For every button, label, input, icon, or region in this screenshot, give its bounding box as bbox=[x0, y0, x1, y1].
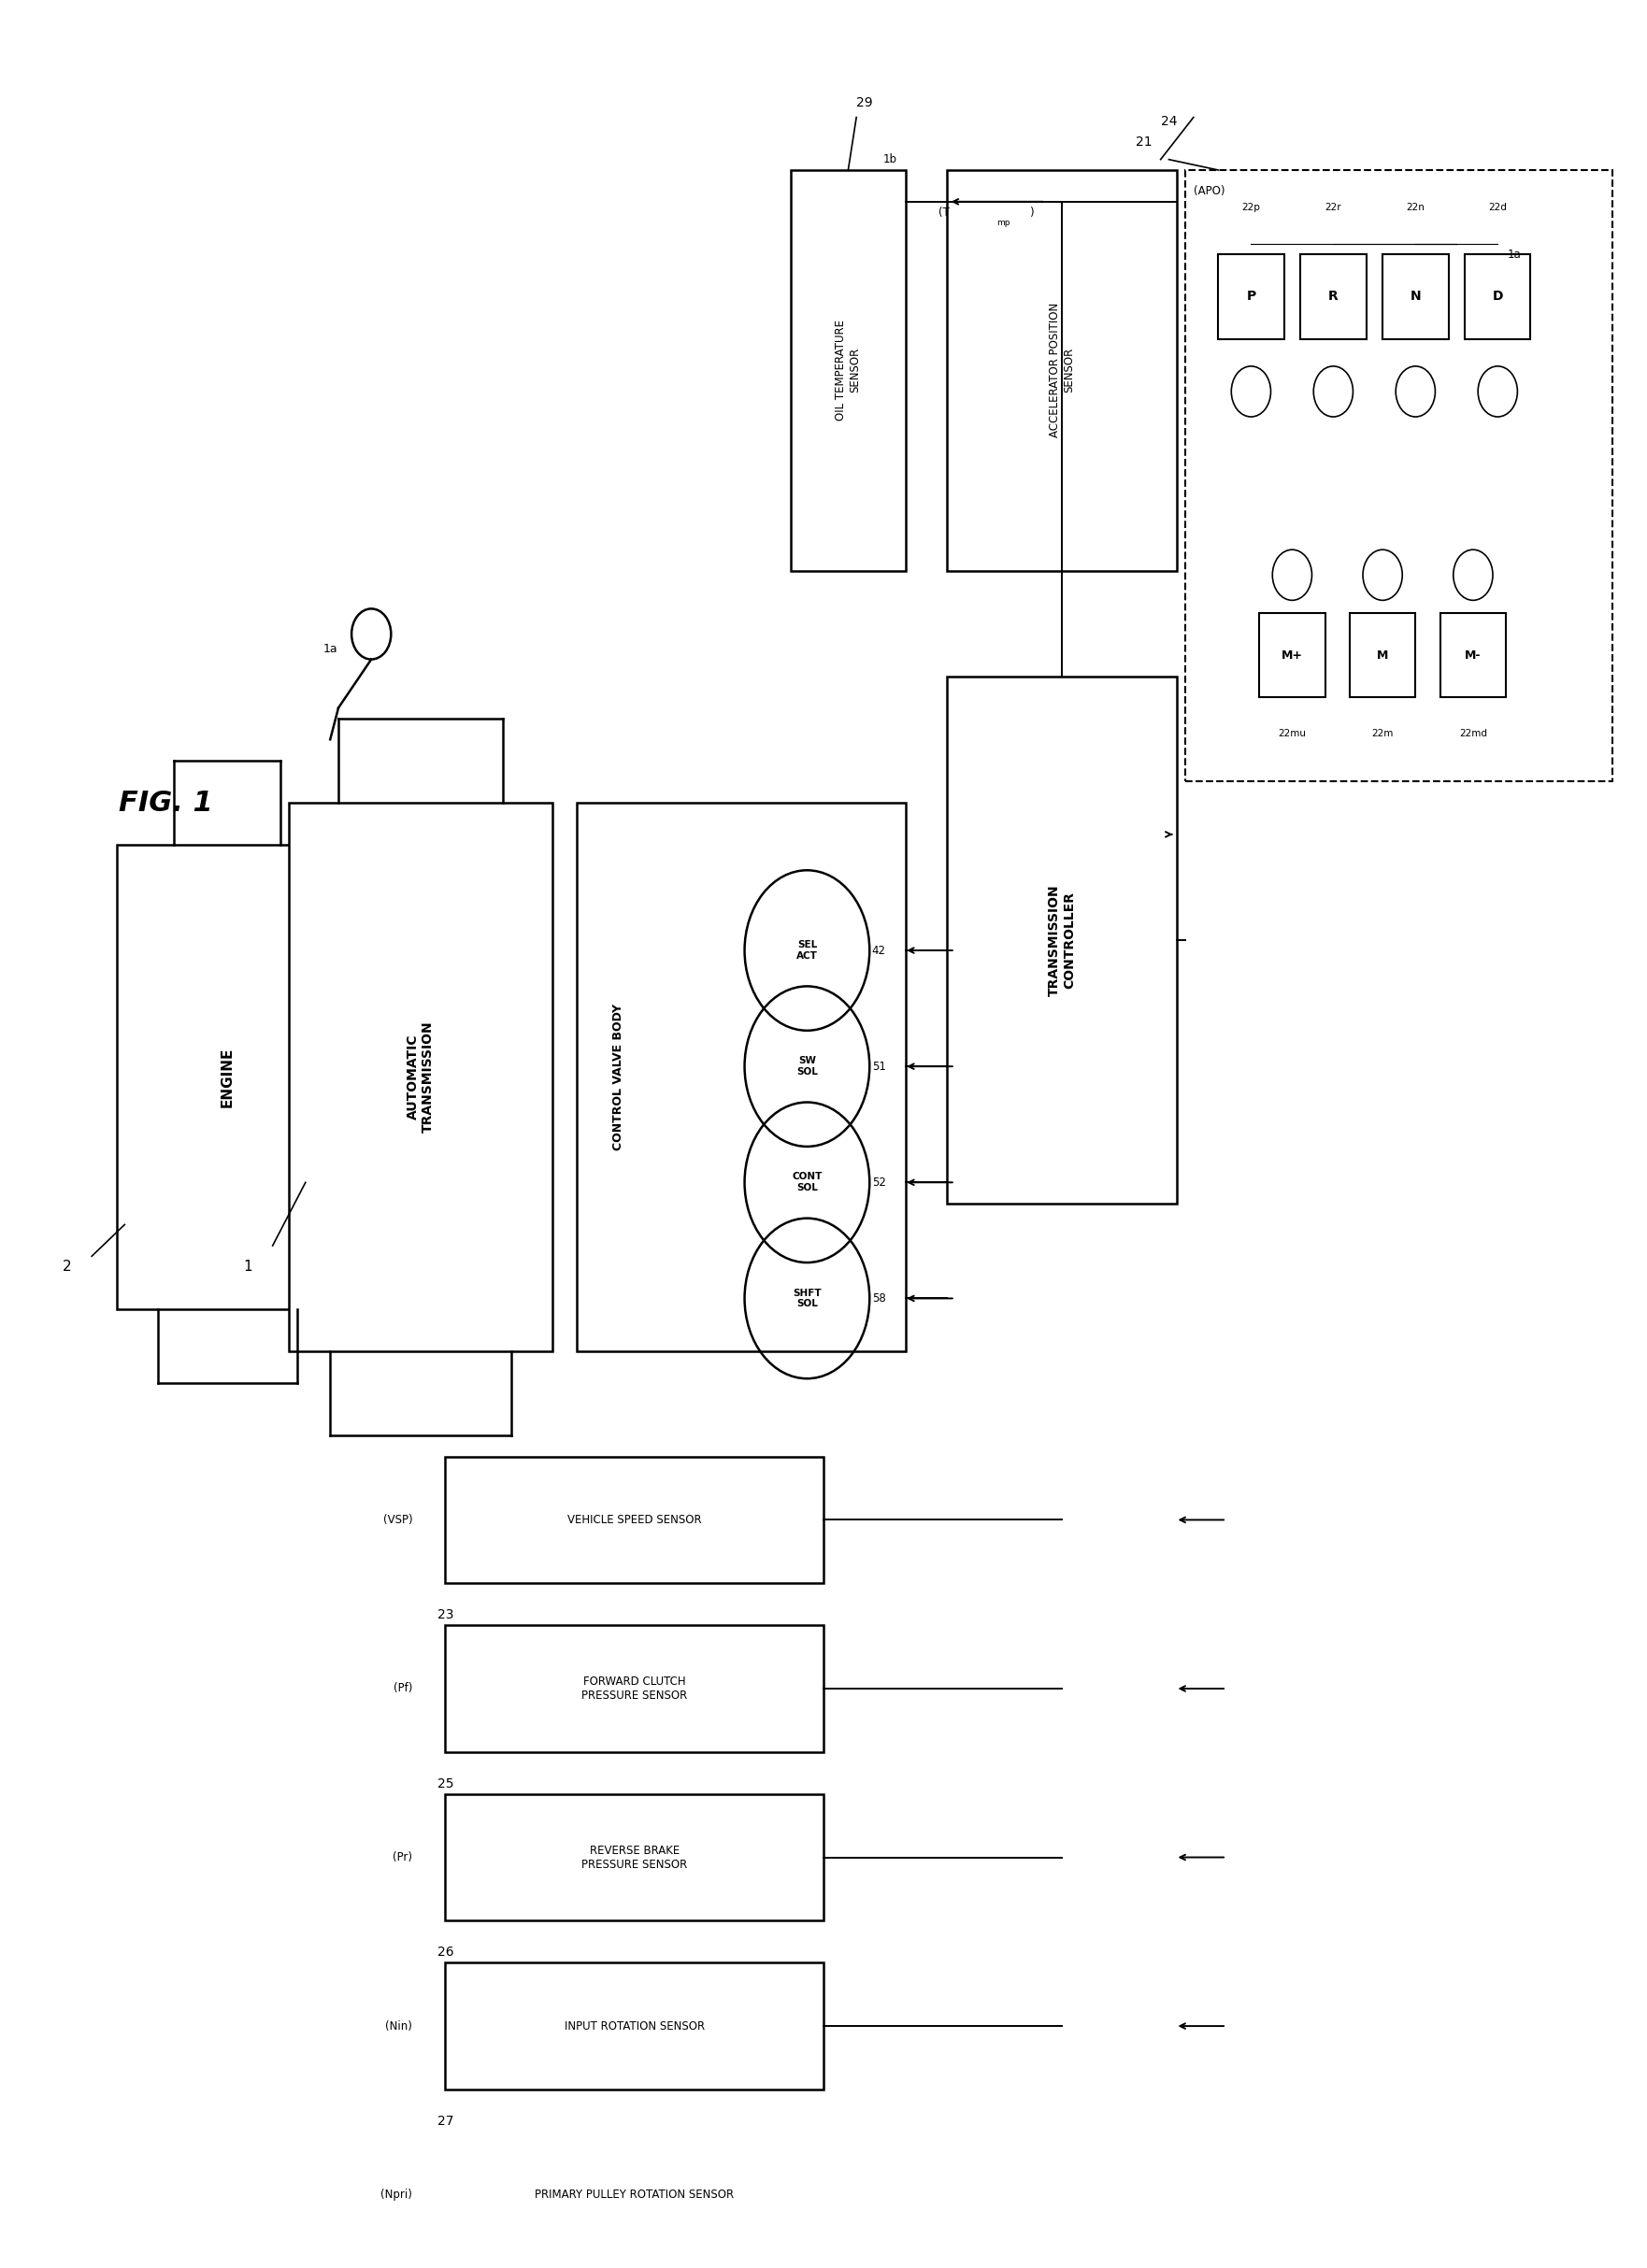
Text: (Npri): (Npri) bbox=[380, 2189, 412, 2200]
Bar bbox=[1260, 612, 1326, 696]
Text: (Nin): (Nin) bbox=[385, 2021, 412, 2032]
Text: 23: 23 bbox=[436, 1608, 453, 1622]
Text: INPUT ROTATION SENSOR: INPUT ROTATION SENSOR bbox=[565, 2021, 705, 2032]
Text: 24: 24 bbox=[1161, 116, 1178, 127]
Bar bbox=[1349, 612, 1415, 696]
Bar bbox=[1186, 170, 1612, 782]
Text: 22r: 22r bbox=[1326, 202, 1342, 213]
Text: 1a: 1a bbox=[1507, 247, 1522, 261]
Text: PRIMARY PULLEY ROTATION SENSOR: PRIMARY PULLEY ROTATION SENSOR bbox=[535, 2189, 735, 2200]
Text: (T: (T bbox=[939, 206, 950, 218]
Text: CONTROL VALVE BODY: CONTROL VALVE BODY bbox=[613, 1005, 624, 1150]
Bar bbox=[445, 1794, 824, 1921]
Bar bbox=[445, 1626, 824, 1751]
Text: OIL TEMPERATURE
SENSOR: OIL TEMPERATURE SENSOR bbox=[835, 320, 861, 422]
Text: 22mu: 22mu bbox=[1278, 728, 1306, 739]
Text: 1a: 1a bbox=[323, 642, 338, 655]
Text: 29: 29 bbox=[856, 98, 873, 109]
Bar bbox=[947, 170, 1178, 572]
Text: 26: 26 bbox=[436, 1946, 453, 1960]
Text: AUTOMATIC
TRANSMISSION: AUTOMATIC TRANSMISSION bbox=[407, 1021, 435, 1132]
Bar bbox=[117, 846, 338, 1309]
Bar bbox=[947, 676, 1178, 1204]
Text: (VSP): (VSP) bbox=[382, 1513, 412, 1526]
Text: M-: M- bbox=[1464, 649, 1481, 662]
Text: 1: 1 bbox=[244, 1259, 252, 1275]
Text: P: P bbox=[1247, 290, 1255, 304]
Bar bbox=[1301, 254, 1365, 338]
Text: ENGINE: ENGINE bbox=[221, 1048, 234, 1107]
Text: SW
SOL: SW SOL bbox=[797, 1057, 819, 1077]
Text: ): ) bbox=[1029, 206, 1033, 218]
Text: FORWARD CLUTCH
PRESSURE SENSOR: FORWARD CLUTCH PRESSURE SENSOR bbox=[581, 1676, 687, 1701]
Text: 1b: 1b bbox=[883, 154, 898, 166]
Text: M+: M+ bbox=[1281, 649, 1303, 662]
Bar bbox=[445, 1456, 824, 1583]
Text: VEHICLE SPEED SENSOR: VEHICLE SPEED SENSOR bbox=[567, 1513, 702, 1526]
Text: FIG. 1: FIG. 1 bbox=[119, 789, 212, 816]
Text: M: M bbox=[1377, 649, 1388, 662]
Text: 52: 52 bbox=[871, 1177, 886, 1188]
Bar bbox=[576, 803, 906, 1352]
Text: 25: 25 bbox=[436, 1778, 453, 1789]
Text: (Pf): (Pf) bbox=[394, 1683, 412, 1694]
Text: TRANSMISSION
CONTROLLER: TRANSMISSION CONTROLLER bbox=[1047, 885, 1075, 996]
Bar bbox=[791, 170, 906, 572]
Text: 22m: 22m bbox=[1372, 728, 1393, 739]
Text: (Pr): (Pr) bbox=[392, 1851, 412, 1864]
Bar bbox=[445, 2132, 824, 2259]
Bar bbox=[1464, 254, 1530, 338]
Text: 21: 21 bbox=[1136, 136, 1153, 150]
Text: 22md: 22md bbox=[1459, 728, 1487, 739]
Text: N: N bbox=[1410, 290, 1421, 304]
Text: mp: mp bbox=[996, 218, 1010, 227]
Text: REVERSE BRAKE
PRESSURE SENSOR: REVERSE BRAKE PRESSURE SENSOR bbox=[581, 1844, 687, 1871]
Text: 22d: 22d bbox=[1489, 202, 1507, 213]
Text: CONT
SOL: CONT SOL bbox=[792, 1173, 822, 1193]
Bar bbox=[1382, 254, 1448, 338]
Text: 22n: 22n bbox=[1407, 202, 1425, 213]
Text: 2: 2 bbox=[63, 1259, 71, 1275]
Text: 27: 27 bbox=[436, 2114, 453, 2127]
Text: SHFT
SOL: SHFT SOL bbox=[792, 1288, 822, 1309]
Bar bbox=[290, 803, 552, 1352]
Text: 58: 58 bbox=[873, 1293, 886, 1304]
Bar bbox=[1439, 612, 1505, 696]
Text: 22p: 22p bbox=[1242, 202, 1260, 213]
Text: D: D bbox=[1492, 290, 1504, 304]
Text: ACCELERATOR POSITION
SENSOR: ACCELERATOR POSITION SENSOR bbox=[1049, 304, 1075, 438]
Text: (APO): (APO) bbox=[1194, 186, 1225, 197]
Bar bbox=[1219, 254, 1285, 338]
Text: SEL
ACT: SEL ACT bbox=[797, 941, 819, 959]
Bar bbox=[445, 1962, 824, 2089]
Text: 51: 51 bbox=[871, 1061, 886, 1073]
Text: R: R bbox=[1327, 290, 1339, 304]
Text: 42: 42 bbox=[871, 943, 886, 957]
